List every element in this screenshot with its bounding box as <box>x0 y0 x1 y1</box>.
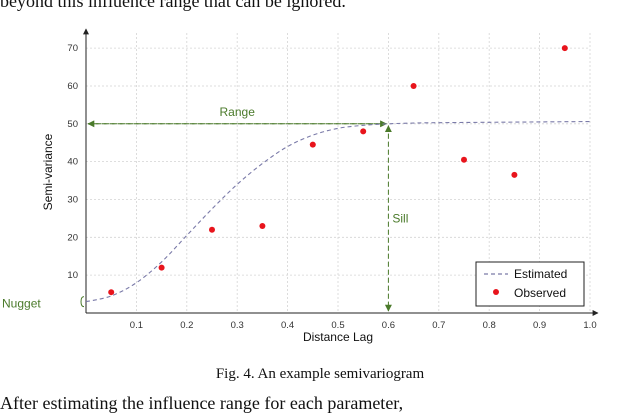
y-tick-label: 70 <box>67 43 78 54</box>
estimated-curve <box>85 120 591 303</box>
x-tick-label: 0.5 <box>331 320 344 331</box>
legend-observed-label: Observed <box>514 286 566 300</box>
x-tick-label: 0.3 <box>231 320 244 331</box>
sill-label: Sill <box>392 211 408 225</box>
x-tick-label: 1.0 <box>583 320 596 331</box>
tick-labels: 0.1 0.2 0.3 0.4 0.5 0.6 0.7 0.8 0.9 1.0 10 20 30 40 50… <box>67 43 596 331</box>
annotations: Range Sill Nugget <box>2 105 408 312</box>
observed-point <box>360 128 367 135</box>
y-tick-label: 50 <box>67 119 78 130</box>
series <box>85 45 591 303</box>
figure-caption: Fig. 4. An example semivariogram <box>215 366 425 382</box>
y-tick-label: 60 <box>67 81 78 92</box>
nugget-bracket <box>80 296 85 308</box>
y-tick-label: 30 <box>67 194 78 205</box>
x-tick-label: 0.9 <box>533 320 546 331</box>
body-text-top: beyond this influence range that can be … <box>0 0 346 11</box>
observed-point <box>461 156 467 163</box>
x-axis-title: Distance Lag <box>303 330 373 344</box>
legend-estimated-label: Estimated <box>514 267 567 281</box>
legend-box <box>475 261 585 307</box>
observed-point <box>410 82 417 89</box>
nugget-label: Nugget <box>2 297 41 311</box>
legend-observed-swatch <box>493 289 499 295</box>
x-tick-label: 0.2 <box>180 320 193 331</box>
legend: Estimated Observed <box>475 261 585 307</box>
observed-point <box>158 264 165 271</box>
y-tick-label: 40 <box>67 157 78 168</box>
observed-point <box>309 141 316 148</box>
axes <box>83 28 599 316</box>
observed-point <box>511 171 518 178</box>
y-axis-title: Semi-variance <box>41 133 55 210</box>
x-tick-label: 0.1 <box>130 320 143 331</box>
observed-point <box>561 45 568 52</box>
x-tick-label: 0.7 <box>432 320 445 331</box>
x-tick-label: 0.8 <box>483 320 496 331</box>
observed-point <box>209 226 215 233</box>
y-tick-label: 10 <box>67 270 78 281</box>
y-tick-label: 20 <box>67 232 78 243</box>
range-label: Range <box>220 105 256 119</box>
x-tick-label: 0.6 <box>382 320 395 331</box>
x-tick-label: 0.4 <box>281 320 294 331</box>
body-text-bottom: After estimating the influence range for… <box>0 393 404 413</box>
observed-point <box>259 222 266 229</box>
semivariogram-chart: 0.1 0.2 0.3 0.4 0.5 0.6 0.7 0.8 0.9 1.0 10 20 30 40 50… <box>2 28 599 344</box>
observed-point <box>108 289 115 296</box>
